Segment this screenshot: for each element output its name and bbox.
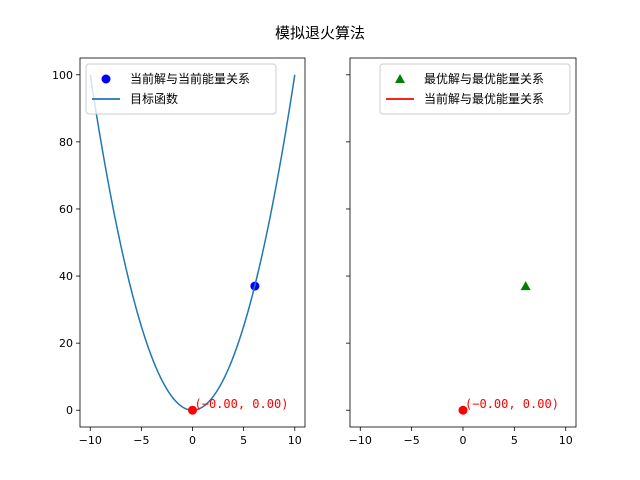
left-y-tick-label: 60 <box>59 203 73 216</box>
right-legend-box <box>379 63 571 115</box>
left-point-annotation: (−0.00, 0.00) <box>195 397 289 411</box>
left-x-tick-label: −5 <box>133 434 149 447</box>
right-x-tick-label: −10 <box>349 434 372 447</box>
right-current-solution-marker <box>458 405 468 415</box>
left-legend-label: 当前解与当前能量关系 <box>130 71 250 86</box>
right-x-tick-label: −5 <box>404 434 420 447</box>
right-legend-triangle-swatch <box>395 74 405 83</box>
left-objective-curve <box>89 74 296 411</box>
right-x-tick-label: 0 <box>460 434 467 447</box>
left-x-tick-label: 0 <box>189 434 196 447</box>
left-y-tick-label: 80 <box>59 136 73 149</box>
left-legend-circle-swatch <box>101 74 111 84</box>
left-legend-label: 目标函数 <box>130 91 178 106</box>
left-y-tick-label: 20 <box>59 337 73 350</box>
left-x-tick-label: 10 <box>288 434 302 447</box>
right-legend-label: 最优解与最优能量关系 <box>424 72 544 86</box>
right-best-point-marker <box>520 281 531 291</box>
left-x-tick-label: −10 <box>79 434 102 447</box>
right-point-annotation: (−0.00, 0.00) <box>465 397 559 411</box>
right-legend-label: 当前解与最优能量关系 <box>424 91 544 106</box>
figure-title: 模拟退火算法 <box>275 24 365 42</box>
right-x-tick-label: 5 <box>511 434 518 447</box>
left-y-tick-label: 100 <box>52 69 73 82</box>
right-x-tick-label: 10 <box>559 434 573 447</box>
left-x-tick-label: 5 <box>240 434 247 447</box>
left-y-tick-label: 40 <box>59 270 73 283</box>
right-chart: −10 −5 0 5 10 (−0.00, 0.00) 最优解与最优能量关系当前解与最优能量… <box>346 57 577 447</box>
left-y-tick-label: 0 <box>66 404 73 417</box>
left-current-solution-marker <box>188 405 197 415</box>
left-legend-box <box>85 63 277 115</box>
